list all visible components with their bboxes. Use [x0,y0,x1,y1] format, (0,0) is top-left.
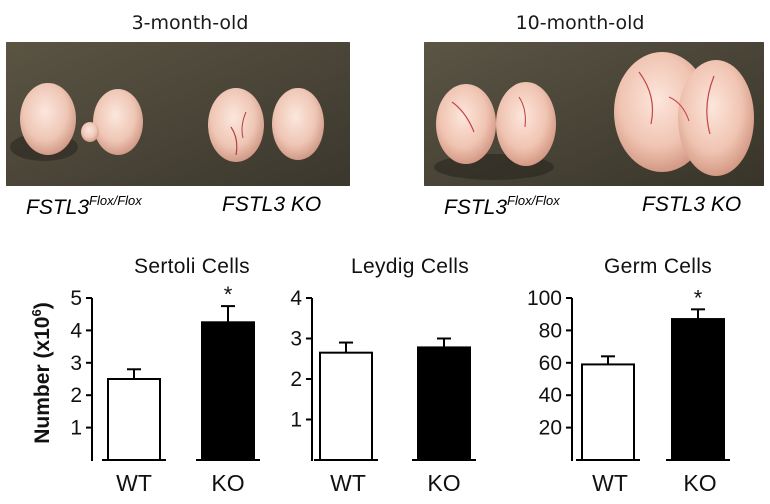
x-category-label: WT [116,470,152,496]
y-tick-label: 4 [290,287,302,310]
testis-flox-old-2 [496,82,556,166]
y-tick-label: 5 [70,287,82,310]
bar-wt [319,351,373,461]
chart-germ: 20 40 60 80 100 WT * KO [527,285,730,496]
significance-mark: * [224,282,233,307]
label-ko-10-month: FSTL3 KO [642,193,742,216]
testis-flox-2 [93,89,143,155]
bar-ko [671,318,725,462]
label-flox-10-month: FSTL3Flox/Flox [444,193,560,219]
chart-leydig: 1 2 3 4 WT KO [290,287,476,496]
right-panel-title: 10-month-old [515,12,645,34]
y-tick-label: 4 [70,319,82,342]
y-tick-label: 100 [527,287,562,310]
chart-title-germ: Germ Cells [603,255,712,278]
bar-wt [107,378,161,461]
y-tick-label: 1 [70,417,82,440]
y-tick-label: 60 [539,352,562,375]
testis-ko-1 [208,88,264,162]
bar-wt [581,363,635,461]
testis-flox-1 [20,83,76,155]
photo-3-month-testes [6,42,350,186]
significance-mark: * [694,285,703,310]
y-tick-label: 40 [539,384,562,407]
testis-ko-2 [272,88,324,160]
left-panel-title: 3-month-old [131,12,249,34]
x-category-label: WT [592,470,628,496]
x-category-label: WT [330,470,366,496]
bar-ko [417,346,471,461]
y-tick-label: 80 [539,319,562,342]
label-flox-3-month: FSTL3Flox/Flox [26,193,142,219]
chart-sertoli: 1 2 3 4 5 WT * KO [70,282,260,496]
y-tick-label: 1 [290,409,302,432]
photo-10-month-testes [424,42,764,186]
y-tick-label: 2 [290,368,302,391]
x-category-label: KO [683,470,716,496]
bar-ko [201,321,255,461]
y-tick-label: 3 [70,352,82,375]
x-category-label: KO [427,470,460,496]
chart-title-leydig: Leydig Cells [351,255,469,278]
y-tick-label: 2 [70,384,82,407]
chart-title-sertoli: Sertoli Cells [134,255,250,278]
testis-flox-old-1 [436,84,496,164]
testis-ko-old-2 [678,60,754,176]
y-tick-label: 20 [539,417,562,440]
x-category-label: KO [211,470,244,496]
label-ko-3-month: FSTL3 KO [222,193,322,216]
y-tick-label: 3 [290,328,302,351]
